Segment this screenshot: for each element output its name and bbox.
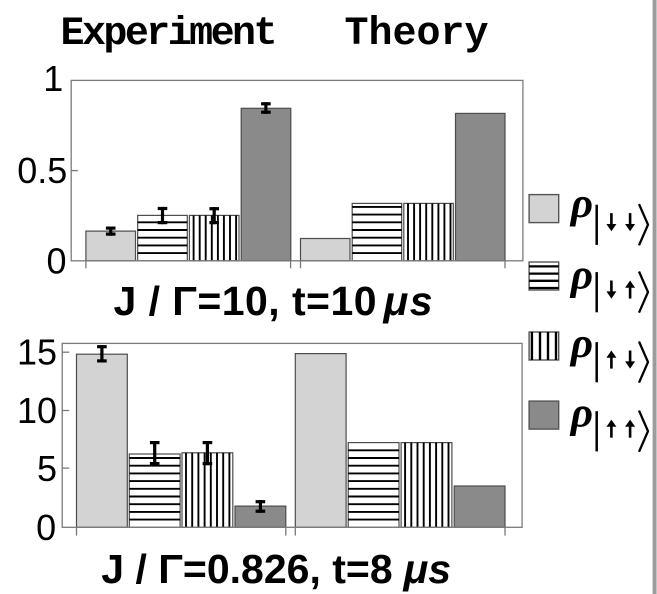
- svg-text:J / Γ=10, t=10: J / Γ=10, t=10: [114, 278, 377, 324]
- svg-text:1: 1: [43, 58, 63, 99]
- svg-text:0.5: 0.5: [17, 150, 67, 191]
- svg-text:ρ: ρ: [569, 251, 593, 299]
- svg-text:5: 5: [37, 448, 57, 489]
- svg-text:10: 10: [17, 390, 57, 431]
- svg-text:J / Γ=0.826, t=8: J / Γ=0.826, t=8: [101, 546, 392, 592]
- svg-text:ρ: ρ: [569, 319, 593, 367]
- svg-text:Theory: Theory: [345, 12, 489, 57]
- svg-text:μs: μs: [403, 546, 452, 592]
- svg-text:ρ: ρ: [569, 389, 593, 437]
- svg-text:Experiment: Experiment: [61, 12, 278, 57]
- svg-text:15: 15: [17, 332, 57, 373]
- svg-text:μs: μs: [383, 278, 433, 324]
- svg-text:ρ: ρ: [569, 179, 593, 227]
- svg-text:0: 0: [36, 507, 56, 548]
- svg-text:0: 0: [46, 241, 66, 282]
